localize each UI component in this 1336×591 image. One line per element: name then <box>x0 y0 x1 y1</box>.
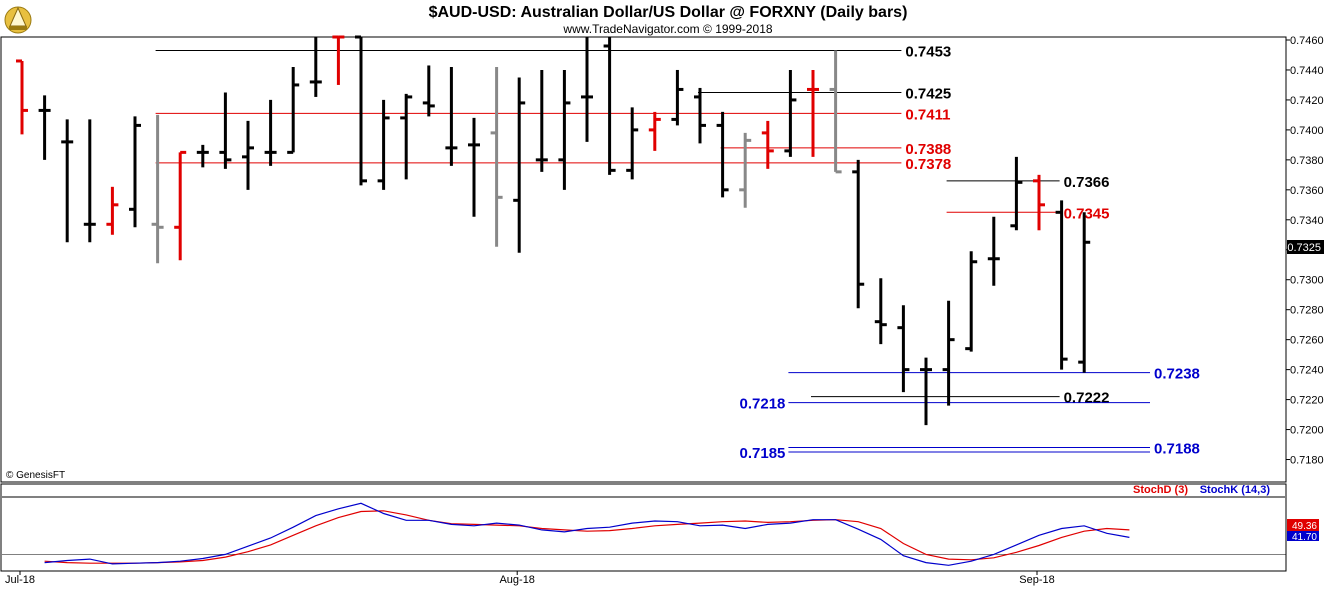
level-label: 0.7453 <box>905 43 951 60</box>
ohlc-bar <box>174 150 187 261</box>
ohlc-bar <box>987 216 1000 286</box>
level-label: 0.7345 <box>1064 205 1110 222</box>
stochd-last-value: 49.36 <box>1292 521 1317 532</box>
y-tick-label: 0.7340 <box>1290 215 1324 227</box>
y-tick-label: 0.7400 <box>1290 125 1324 137</box>
ohlc-bar <box>196 144 209 168</box>
y-tick-label: 0.7460 <box>1290 35 1324 47</box>
stoch-series-line <box>44 510 1130 564</box>
ohlc-bar <box>1033 174 1045 231</box>
level-label: 0.7188 <box>1154 441 1200 458</box>
ohlc-bar <box>603 37 616 175</box>
y-tick-label: 0.7440 <box>1290 65 1324 77</box>
level-label: 0.7366 <box>1064 174 1110 191</box>
last-price-value: 0.7325 <box>1287 242 1321 254</box>
ohlc-bar <box>400 93 413 180</box>
ohlc-bar <box>942 300 955 406</box>
ohlc-bar <box>581 37 593 142</box>
ohlc-bar <box>377 99 390 190</box>
ohlc-bar <box>309 37 322 97</box>
ohlc-bar <box>129 116 141 228</box>
level-label: 0.7425 <box>905 85 951 102</box>
ohlc-bar <box>219 92 232 169</box>
level-label: 0.7388 <box>905 141 951 158</box>
chart-subtitle: www.TradeNavigator.com © 1999-2018 <box>562 22 772 36</box>
stoch-series-line <box>44 502 1130 566</box>
y-tick-label: 0.7360 <box>1290 185 1324 197</box>
ohlc-bar <box>829 50 842 174</box>
ohlc-bar <box>965 251 978 352</box>
y-tick-label: 0.7180 <box>1290 455 1324 467</box>
y-tick-label: 0.7280 <box>1290 305 1324 317</box>
watermark: © GenesisFT <box>6 470 65 481</box>
stoch-lines <box>2 502 1286 566</box>
ohlc-bar <box>694 87 706 144</box>
y-tick-label: 0.7200 <box>1290 425 1324 437</box>
level-label: 0.7238 <box>1154 366 1200 383</box>
ohlc-bar <box>445 66 458 166</box>
ohlc-bar <box>716 111 729 198</box>
level-label: 0.7185 <box>740 445 786 462</box>
ohlc-bar <box>807 69 819 157</box>
ohlc-bar <box>852 159 865 309</box>
ohlc-bar <box>784 69 797 157</box>
level-label: 0.7378 <box>905 156 951 173</box>
ohlc-bar <box>648 111 661 151</box>
ohlc-bar <box>626 107 639 180</box>
price-panel-frame <box>0 36 1287 483</box>
ohlc-bar <box>558 69 571 190</box>
date-x-axis: Jul-18 Aug-18 Sep-18 <box>5 571 1055 586</box>
level-label: 0.7411 <box>905 106 950 123</box>
ohlc-bar <box>151 114 164 264</box>
y-tick-label: 0.7260 <box>1290 335 1324 347</box>
y-tick-label: 0.7240 <box>1290 365 1324 377</box>
y-tick-label: 0.7420 <box>1290 95 1324 107</box>
stochk-last-value: 41.70 <box>1292 532 1317 543</box>
level-label: 0.7218 <box>740 396 786 413</box>
legend-stochk: StochK (14,3) <box>1200 484 1271 496</box>
ohlc-bar <box>83 119 96 243</box>
ohlc-bar <box>513 77 526 253</box>
ohlc-bar <box>761 120 774 169</box>
chart-title: $AUD-USD: Australian Dollar/US Dollar @ … <box>429 4 908 21</box>
ohlc-bar <box>920 357 932 426</box>
ohlc-bar <box>1055 200 1068 370</box>
ohlc-bar <box>61 119 74 243</box>
ohlc-bar <box>671 69 684 126</box>
ohlc-bar <box>332 35 345 85</box>
y-tick-label: 0.7300 <box>1290 275 1324 287</box>
ohlc-bar <box>242 120 254 190</box>
ohlc-bar <box>468 117 480 217</box>
x-tick-label: Aug-18 <box>499 574 534 586</box>
ohlc-bar <box>287 66 300 154</box>
ohlc-bar <box>38 95 51 160</box>
x-tick-label: Jul-18 <box>5 574 35 586</box>
ohlc-bar <box>897 305 910 393</box>
tradenavigator-logo-icon <box>4 6 32 34</box>
legend-stochd: StochD (3) <box>1133 484 1188 496</box>
ohlc-bar <box>1010 156 1023 231</box>
ohlc-bar <box>874 278 887 345</box>
ohlc-bar <box>535 69 548 172</box>
ohlc-bar <box>16 59 28 135</box>
stoch-panel-frame <box>0 483 1287 572</box>
x-tick-label: Sep-18 <box>1019 574 1054 586</box>
ohlc-bar <box>1078 212 1091 373</box>
level-label: 0.7222 <box>1064 390 1110 407</box>
ohlc-bars <box>16 35 1091 426</box>
ohlc-bar <box>106 186 119 235</box>
ohlc-bar <box>739 132 752 208</box>
stoch-last-values: 49.36 41.70 <box>1287 519 1319 543</box>
last-price-label: 0.7325 <box>1287 240 1324 254</box>
y-tick-label: 0.7380 <box>1290 155 1324 167</box>
y-tick-label: 0.7220 <box>1290 395 1324 407</box>
ohlc-bar <box>490 66 503 247</box>
ohlc-bar <box>422 65 435 117</box>
ohlc-bar <box>264 99 277 166</box>
ohlc-bar <box>355 35 367 186</box>
